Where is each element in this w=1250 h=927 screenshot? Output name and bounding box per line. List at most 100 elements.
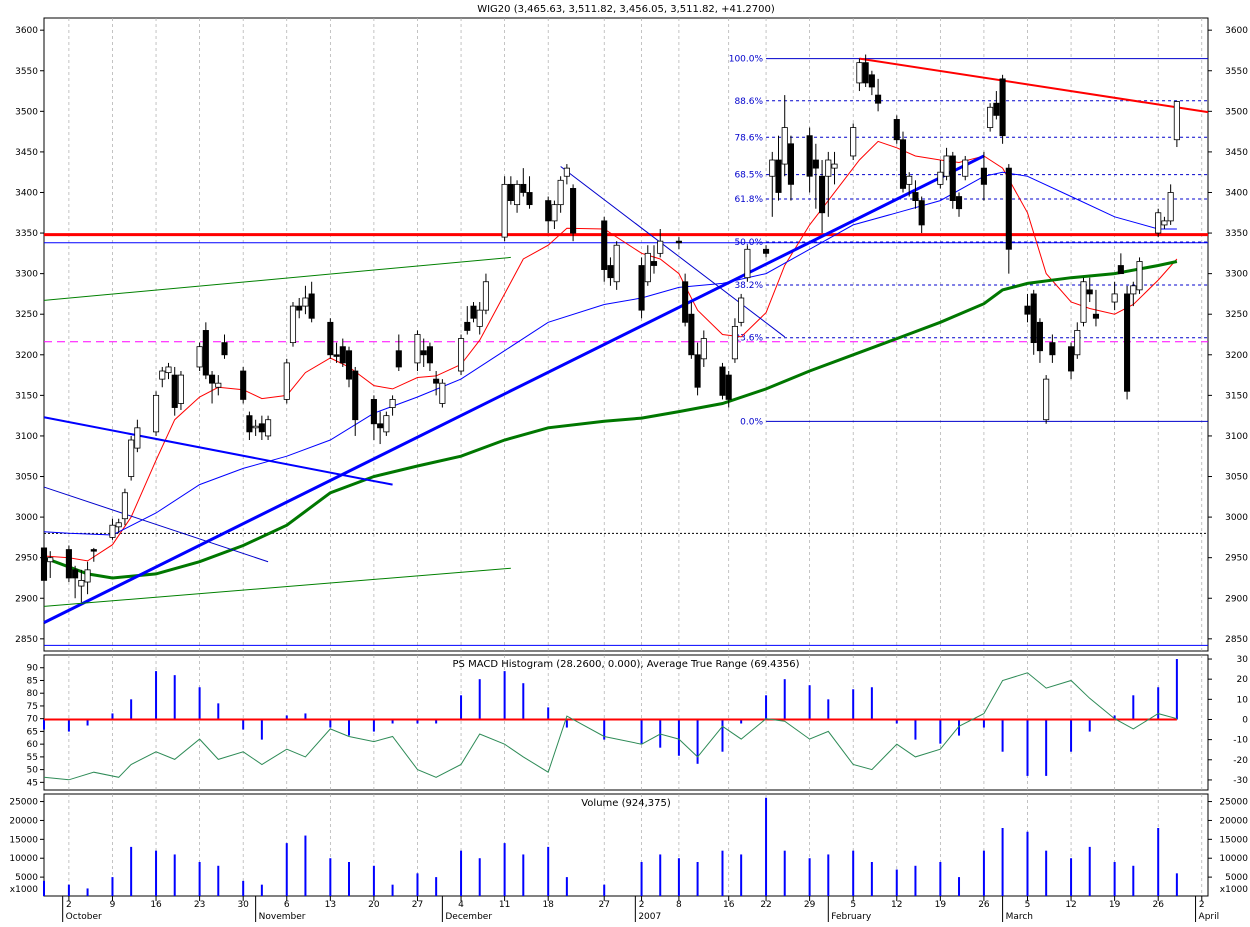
- trendline: [43, 256, 511, 301]
- candle-up: [831, 163, 838, 169]
- y-tick-label-left: 3400: [15, 188, 38, 198]
- atr-line: [43, 672, 1178, 781]
- y-tick-label-left: 3500: [15, 107, 38, 117]
- candle-down: [370, 399, 377, 425]
- candle-down: [725, 374, 732, 400]
- candle-up: [906, 175, 913, 185]
- month-label: February: [831, 912, 872, 922]
- atr-tick-label: 65: [27, 727, 38, 737]
- volume-tick-label-left: 5000: [15, 873, 38, 883]
- chart-title-volume: Volume (924,375): [581, 798, 671, 809]
- x-tick-label: 5: [850, 900, 856, 910]
- atr-tick-label: 90: [27, 664, 39, 674]
- candle-up: [482, 281, 489, 311]
- x-tick-label: 11: [499, 900, 510, 910]
- y-tick-label-right: 2900: [1225, 594, 1248, 604]
- volume-tick-label-right: 20000: [1219, 816, 1248, 826]
- candle-up: [1074, 330, 1081, 356]
- candle-down: [1049, 342, 1056, 356]
- atr-tick-label: 75: [27, 702, 38, 712]
- candle-up: [1173, 101, 1180, 141]
- chart-title-macd: PS MACD Histogram (28.2600, 0.000), Aver…: [453, 659, 800, 670]
- candle-down: [682, 281, 689, 323]
- x-tick-label: 30: [237, 900, 249, 910]
- candle-down: [202, 330, 209, 376]
- candle-down: [999, 78, 1006, 137]
- atr-tick-label: 85: [27, 676, 38, 686]
- y-tick-label-right: 3250: [1225, 310, 1248, 320]
- candle-up: [514, 183, 521, 206]
- y-tick-label-left: 3050: [15, 473, 38, 483]
- candle-up: [109, 524, 116, 538]
- y-tick-label-right: 3600: [1225, 26, 1248, 36]
- month-label: 2007: [638, 912, 661, 922]
- candle-up: [252, 425, 259, 429]
- candle-up: [115, 522, 122, 528]
- x-tick-label: 12: [891, 900, 902, 910]
- y-tick-label-left: 2950: [15, 554, 38, 564]
- candle-down: [1092, 313, 1100, 319]
- candle-up: [557, 179, 564, 206]
- candle-down: [345, 350, 353, 380]
- y-tick-label-right: 3550: [1225, 67, 1248, 77]
- candle-up: [943, 155, 950, 177]
- candle-down: [426, 346, 433, 364]
- candle-down: [601, 220, 608, 270]
- y-tick-label-left: 3300: [15, 270, 38, 280]
- y-tick-label-right: 3450: [1225, 148, 1248, 158]
- candle-up: [769, 159, 776, 177]
- panel-frame-3: [43, 793, 1209, 897]
- candle-up: [1136, 261, 1143, 291]
- candle-up: [84, 569, 91, 583]
- candle-up: [987, 106, 994, 128]
- candle-down: [470, 305, 477, 319]
- candle-down: [339, 346, 346, 364]
- y-tick-label-left: 2850: [15, 635, 38, 645]
- y-tick-label-right: 3500: [1225, 107, 1248, 117]
- candle-up: [177, 374, 184, 404]
- candle-up: [613, 244, 620, 283]
- candle-down: [1068, 346, 1075, 372]
- fibonacci-level-label: 61.8%: [734, 195, 763, 205]
- y-tick-label-left: 3100: [15, 432, 38, 442]
- atr-tick-label: 55: [27, 753, 38, 763]
- fibonacci-level-label: 0.0%: [740, 417, 763, 427]
- volume-tick-label-right: 25000: [1219, 798, 1248, 808]
- candle-down: [1030, 293, 1037, 344]
- x-tick-label: 2: [1199, 900, 1205, 910]
- candle-up: [501, 183, 508, 238]
- candle-down: [333, 354, 340, 357]
- candle-down: [638, 265, 645, 311]
- x-tick-label: 27: [412, 900, 423, 910]
- candle-down: [40, 547, 48, 581]
- candle-down: [296, 305, 303, 311]
- candle-up: [1043, 378, 1050, 421]
- month-label: April: [1199, 912, 1220, 922]
- x-tick-label: 9: [110, 900, 116, 910]
- volume-tick-label-right: 15000: [1219, 835, 1248, 845]
- x-tick-label: 4: [458, 900, 464, 910]
- x-tick-label: 19: [935, 900, 947, 910]
- candle-up: [383, 415, 390, 433]
- y-tick-label-left: 2900: [15, 594, 38, 604]
- x-tick-label: 2: [639, 900, 645, 910]
- candle-down: [171, 374, 178, 408]
- volume-tick-label-right: 10000: [1219, 854, 1248, 864]
- atr-tick-label: 50: [27, 766, 39, 776]
- fibonacci-level-label: 38.2%: [734, 281, 763, 291]
- candle-up: [1080, 281, 1087, 323]
- candle-up: [700, 338, 707, 360]
- y-tick-label-right: 3150: [1225, 391, 1248, 401]
- x-tick-label: 20: [368, 900, 380, 910]
- candle-up: [302, 297, 309, 307]
- x-tick-label: 26: [1152, 900, 1164, 910]
- candle-down: [526, 192, 533, 206]
- candle-up: [1161, 220, 1168, 226]
- candle-up: [289, 305, 297, 344]
- candle-up: [644, 252, 651, 283]
- candle-down: [65, 549, 72, 579]
- candle-up: [165, 366, 172, 374]
- candle-up: [159, 370, 166, 380]
- y-tick-label-right: 3100: [1225, 432, 1248, 442]
